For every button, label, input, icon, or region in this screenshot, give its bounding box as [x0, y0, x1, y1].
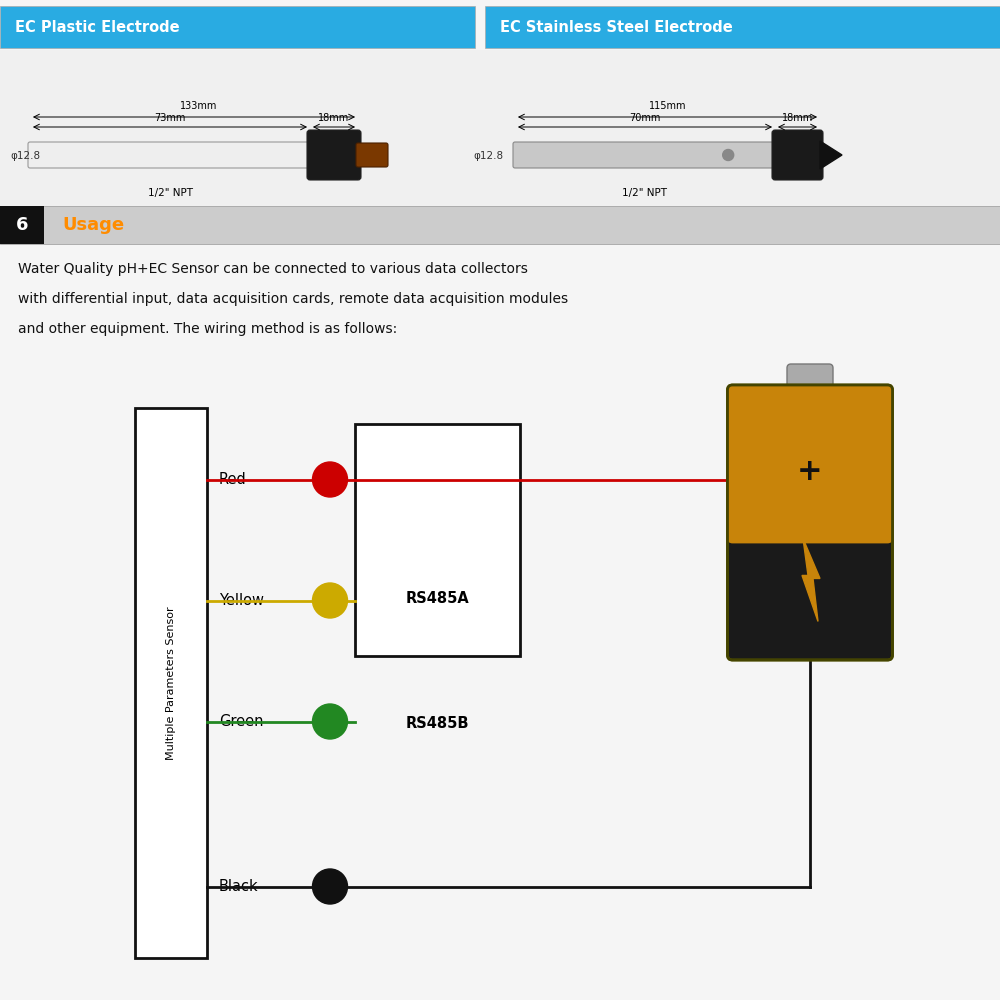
FancyBboxPatch shape — [307, 130, 361, 180]
FancyBboxPatch shape — [772, 130, 823, 180]
Text: Multiple Parameters Sensor: Multiple Parameters Sensor — [166, 606, 176, 760]
Bar — [135, 408, 207, 958]
Circle shape — [312, 462, 348, 497]
Bar — [0, 6, 475, 48]
Text: +: + — [797, 457, 823, 486]
Polygon shape — [802, 538, 820, 621]
Text: 73mm: 73mm — [154, 113, 186, 123]
Text: RS485B: RS485B — [406, 716, 469, 731]
Text: with differential input, data acquisition cards, remote data acquisition modules: with differential input, data acquisitio… — [18, 292, 568, 306]
FancyBboxPatch shape — [28, 142, 312, 168]
Circle shape — [723, 149, 734, 161]
Text: φ12.8: φ12.8 — [10, 151, 40, 161]
Bar — [485, 6, 1000, 48]
Text: 1/2" NPT: 1/2" NPT — [148, 188, 192, 198]
Text: Red: Red — [219, 472, 247, 487]
Text: 18mm: 18mm — [318, 113, 350, 123]
FancyBboxPatch shape — [728, 385, 892, 660]
Circle shape — [312, 704, 348, 739]
Text: 1/2" NPT: 1/2" NPT — [622, 188, 668, 198]
Text: EC Stainless Steel Electrode: EC Stainless Steel Electrode — [500, 19, 733, 34]
Text: 115mm: 115mm — [649, 101, 686, 111]
FancyBboxPatch shape — [513, 142, 777, 168]
Text: Green: Green — [219, 714, 264, 729]
FancyBboxPatch shape — [356, 143, 388, 167]
Text: 6: 6 — [16, 216, 28, 234]
Bar — [0, 50, 1000, 220]
Polygon shape — [820, 141, 842, 169]
Circle shape — [312, 869, 348, 904]
Text: 133mm: 133mm — [180, 101, 218, 111]
Text: φ12.8: φ12.8 — [473, 151, 503, 161]
FancyBboxPatch shape — [728, 385, 892, 543]
Text: Yellow: Yellow — [219, 593, 264, 608]
Text: Water Quality pH+EC Sensor can be connected to various data collectors: Water Quality pH+EC Sensor can be connec… — [18, 262, 528, 276]
FancyBboxPatch shape — [787, 364, 833, 394]
Text: 18mm: 18mm — [782, 113, 813, 123]
Bar — [355, 424, 520, 656]
Text: EC Plastic Electrode: EC Plastic Electrode — [15, 19, 180, 34]
Text: RS485A: RS485A — [406, 591, 469, 606]
Text: and other equipment. The wiring method is as follows:: and other equipment. The wiring method i… — [18, 322, 397, 336]
Circle shape — [312, 583, 348, 618]
Text: Usage: Usage — [62, 216, 124, 234]
Text: Black: Black — [219, 879, 259, 894]
Bar — [0, 206, 44, 244]
Text: 70mm: 70mm — [629, 113, 661, 123]
Bar — [0, 206, 1000, 244]
